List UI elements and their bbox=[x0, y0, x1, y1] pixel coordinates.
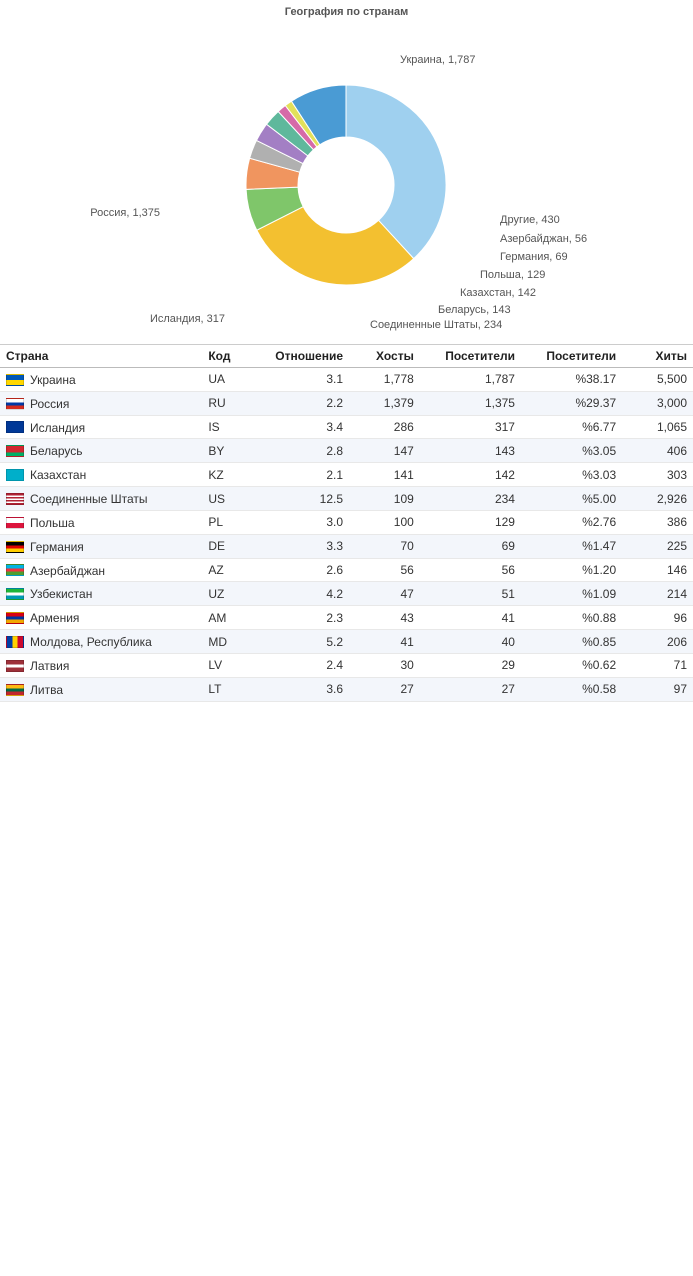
chart-label: Беларусь, 143 bbox=[438, 305, 511, 316]
chart-title: География по странам bbox=[0, 6, 693, 18]
donut-chart bbox=[246, 85, 446, 285]
chart-label: Казахстан, 142 bbox=[460, 288, 536, 299]
chart-label: Украина, 1,787 bbox=[400, 55, 476, 66]
chart-label: Польша, 129 bbox=[480, 270, 545, 281]
chart-label: Германия, 69 bbox=[500, 252, 568, 263]
chart-label: Соединенные Штаты, 234 bbox=[370, 320, 502, 331]
chart-label: Исландия, 317 bbox=[150, 314, 225, 325]
geography-chart: География по странам Украина, 1,787 Други… bbox=[0, 0, 693, 345]
chart-label: Другие, 430 bbox=[500, 215, 560, 226]
chart-label: Азербайджан, 56 bbox=[500, 234, 587, 245]
chart-label: Россия, 1,375 bbox=[90, 208, 160, 219]
